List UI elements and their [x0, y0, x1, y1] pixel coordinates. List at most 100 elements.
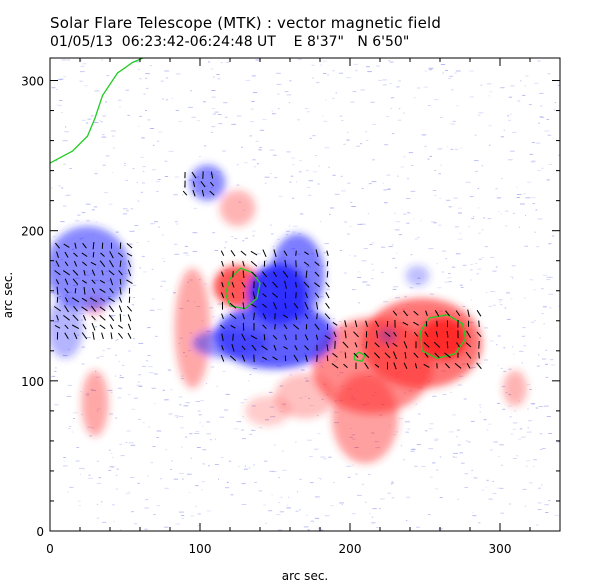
noise-speck [202, 101, 206, 103]
noise-speck [164, 70, 170, 72]
noise-speck [320, 456, 326, 458]
noise-speck [125, 492, 131, 494]
noise-speck [437, 148, 443, 150]
field-vector [192, 189, 196, 197]
noise-speck [455, 70, 461, 72]
noise-speck [102, 134, 105, 136]
noise-speck [306, 514, 308, 516]
noise-speck [327, 74, 329, 76]
noise-speck [320, 478, 322, 480]
field-vector [241, 354, 246, 362]
field-vector [444, 363, 451, 369]
field-vector [424, 352, 429, 358]
noise-speck [411, 165, 414, 166]
noise-speck [376, 65, 380, 67]
noise-speck [442, 250, 446, 252]
noise-speck [102, 115, 107, 117]
field-vector [251, 271, 257, 278]
limb-contour [50, 58, 144, 164]
noise-speck [534, 231, 536, 233]
noise-speck [478, 112, 484, 114]
noise-speck [271, 113, 276, 115]
field-vector [100, 297, 105, 302]
noise-speck [128, 350, 131, 352]
noise-speck [357, 494, 362, 496]
noise-speck [87, 118, 92, 120]
noise-speck [145, 73, 150, 75]
noise-speck [554, 102, 556, 104]
field-vector [64, 261, 69, 267]
noise-speck [171, 97, 174, 99]
noise-speck [440, 164, 442, 166]
field-vector [241, 281, 246, 288]
noise-speck [197, 513, 201, 515]
chart-subtitle: 01/05/13 06:23:42-06:24:48 UT E 8'37" N … [50, 34, 409, 50]
noise-speck [51, 187, 53, 189]
noise-speck [483, 419, 487, 421]
noise-speck [170, 389, 173, 391]
field-vector [292, 324, 300, 330]
field-vector [304, 313, 309, 320]
noise-speck [489, 340, 494, 342]
noise-speck [118, 361, 120, 362]
noise-speck [541, 484, 543, 486]
noise-speck [357, 276, 362, 278]
noise-speck [483, 217, 486, 219]
field-vector [272, 281, 278, 288]
noise-speck [157, 140, 160, 142]
noise-speck [147, 119, 151, 121]
noise-speck [240, 402, 245, 404]
noise-speck [241, 429, 245, 431]
field-vector [353, 331, 359, 338]
field-vector [56, 251, 59, 258]
noise-speck [312, 77, 314, 79]
noise-speck [527, 420, 532, 422]
field-vector [304, 334, 309, 341]
field-vector [55, 260, 60, 268]
field-vector [392, 342, 398, 347]
field-vector [304, 301, 309, 310]
noise-speck [209, 307, 213, 309]
noise-speck [173, 194, 178, 196]
noise-speck [286, 94, 292, 96]
field-vector [209, 190, 215, 196]
noise-speck [251, 101, 255, 102]
field-vector [444, 352, 451, 359]
noise-speck [411, 448, 416, 450]
field-vector [118, 296, 123, 303]
noise-speck [439, 456, 442, 458]
noise-speck [191, 116, 196, 118]
negative-polarity-region [189, 164, 226, 201]
noise-speck [134, 523, 138, 525]
noise-speck [509, 416, 512, 418]
field-vector [344, 320, 347, 328]
noise-speck [187, 473, 192, 475]
field-vector [242, 313, 245, 320]
field-vector [100, 252, 105, 257]
noise-speck [469, 269, 473, 271]
field-vector [90, 305, 97, 312]
noise-speck [79, 505, 81, 507]
noise-speck [485, 486, 487, 488]
noise-speck [179, 511, 184, 513]
noise-speck [271, 110, 274, 112]
noise-speck [517, 194, 522, 195]
noise-speck [286, 230, 290, 232]
field-vector [126, 279, 133, 285]
noise-speck [478, 522, 481, 524]
noise-speck [338, 321, 342, 322]
noise-speck [445, 258, 447, 260]
field-vector [392, 310, 398, 316]
noise-speck [487, 83, 492, 85]
field-vector [118, 324, 123, 329]
noise-speck [403, 459, 405, 461]
noise-speck [149, 128, 154, 129]
field-vector [220, 250, 225, 256]
field-vector [273, 344, 277, 351]
noise-speck [270, 173, 272, 174]
noise-speck [195, 431, 200, 432]
noise-speck [201, 425, 204, 427]
noise-speck [131, 511, 134, 513]
noise-speck [459, 284, 463, 286]
noise-speck [456, 429, 461, 431]
